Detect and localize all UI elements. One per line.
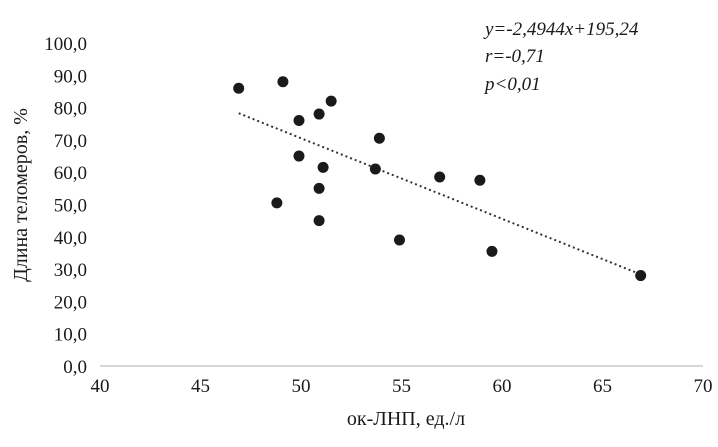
data-point [277,76,289,88]
x-tick-label: 45 [191,376,210,397]
regression-annotations: y=-2,4944x+195,24 r=-0,71 p<0,01 [483,19,639,95]
y-tick-label: 70,0 [54,131,87,152]
x-tick-label: 50 [292,376,311,397]
y-axis-ticks: 0,0 10,0 20,0 30,0 40,0 50,0 60,0 70,0 80,0 90,0 1… [44,34,87,378]
data-point [271,197,283,209]
data-point [317,161,329,173]
p-value: p<0,01 [483,74,541,95]
y-tick-label: 10,0 [54,325,87,346]
data-point [233,82,245,94]
regression-equation: y=-2,4944x+195,24 [483,19,639,40]
data-point [486,245,498,257]
y-tick-label: 60,0 [54,163,87,184]
data-point [393,234,405,246]
data-point [369,163,381,175]
y-tick-label: 90,0 [54,66,87,87]
data-points [233,76,647,282]
data-point [313,215,325,227]
x-tick-label: 55 [392,376,411,397]
x-tick-label: 65 [593,376,612,397]
data-point [313,108,325,120]
y-tick-label: 40,0 [54,228,87,249]
y-tick-label: 0,0 [63,357,87,378]
y-tick-label: 80,0 [54,99,87,120]
data-point [434,171,446,183]
data-point [293,150,305,162]
x-tick-label: 70 [694,376,713,397]
y-tick-label: 20,0 [54,292,87,313]
y-tick-label: 100,0 [44,34,87,55]
x-axis-title: ок-ЛНП, ед./л [347,408,465,430]
data-point [313,182,325,194]
data-point [293,115,305,127]
x-axis-ticks: 40 45 50 55 60 65 70 [91,376,713,397]
data-point [373,132,385,144]
data-point [474,174,486,186]
x-tick-label: 40 [91,376,110,397]
y-tick-label: 30,0 [54,260,87,281]
correlation-coefficient: r=-0,71 [485,46,545,67]
data-point [325,95,337,107]
trendline [238,112,642,276]
y-axis-title: Длина теломеров, % [10,108,32,282]
x-tick-label: 60 [493,376,512,397]
data-point [635,270,647,282]
y-tick-label: 50,0 [54,196,87,217]
